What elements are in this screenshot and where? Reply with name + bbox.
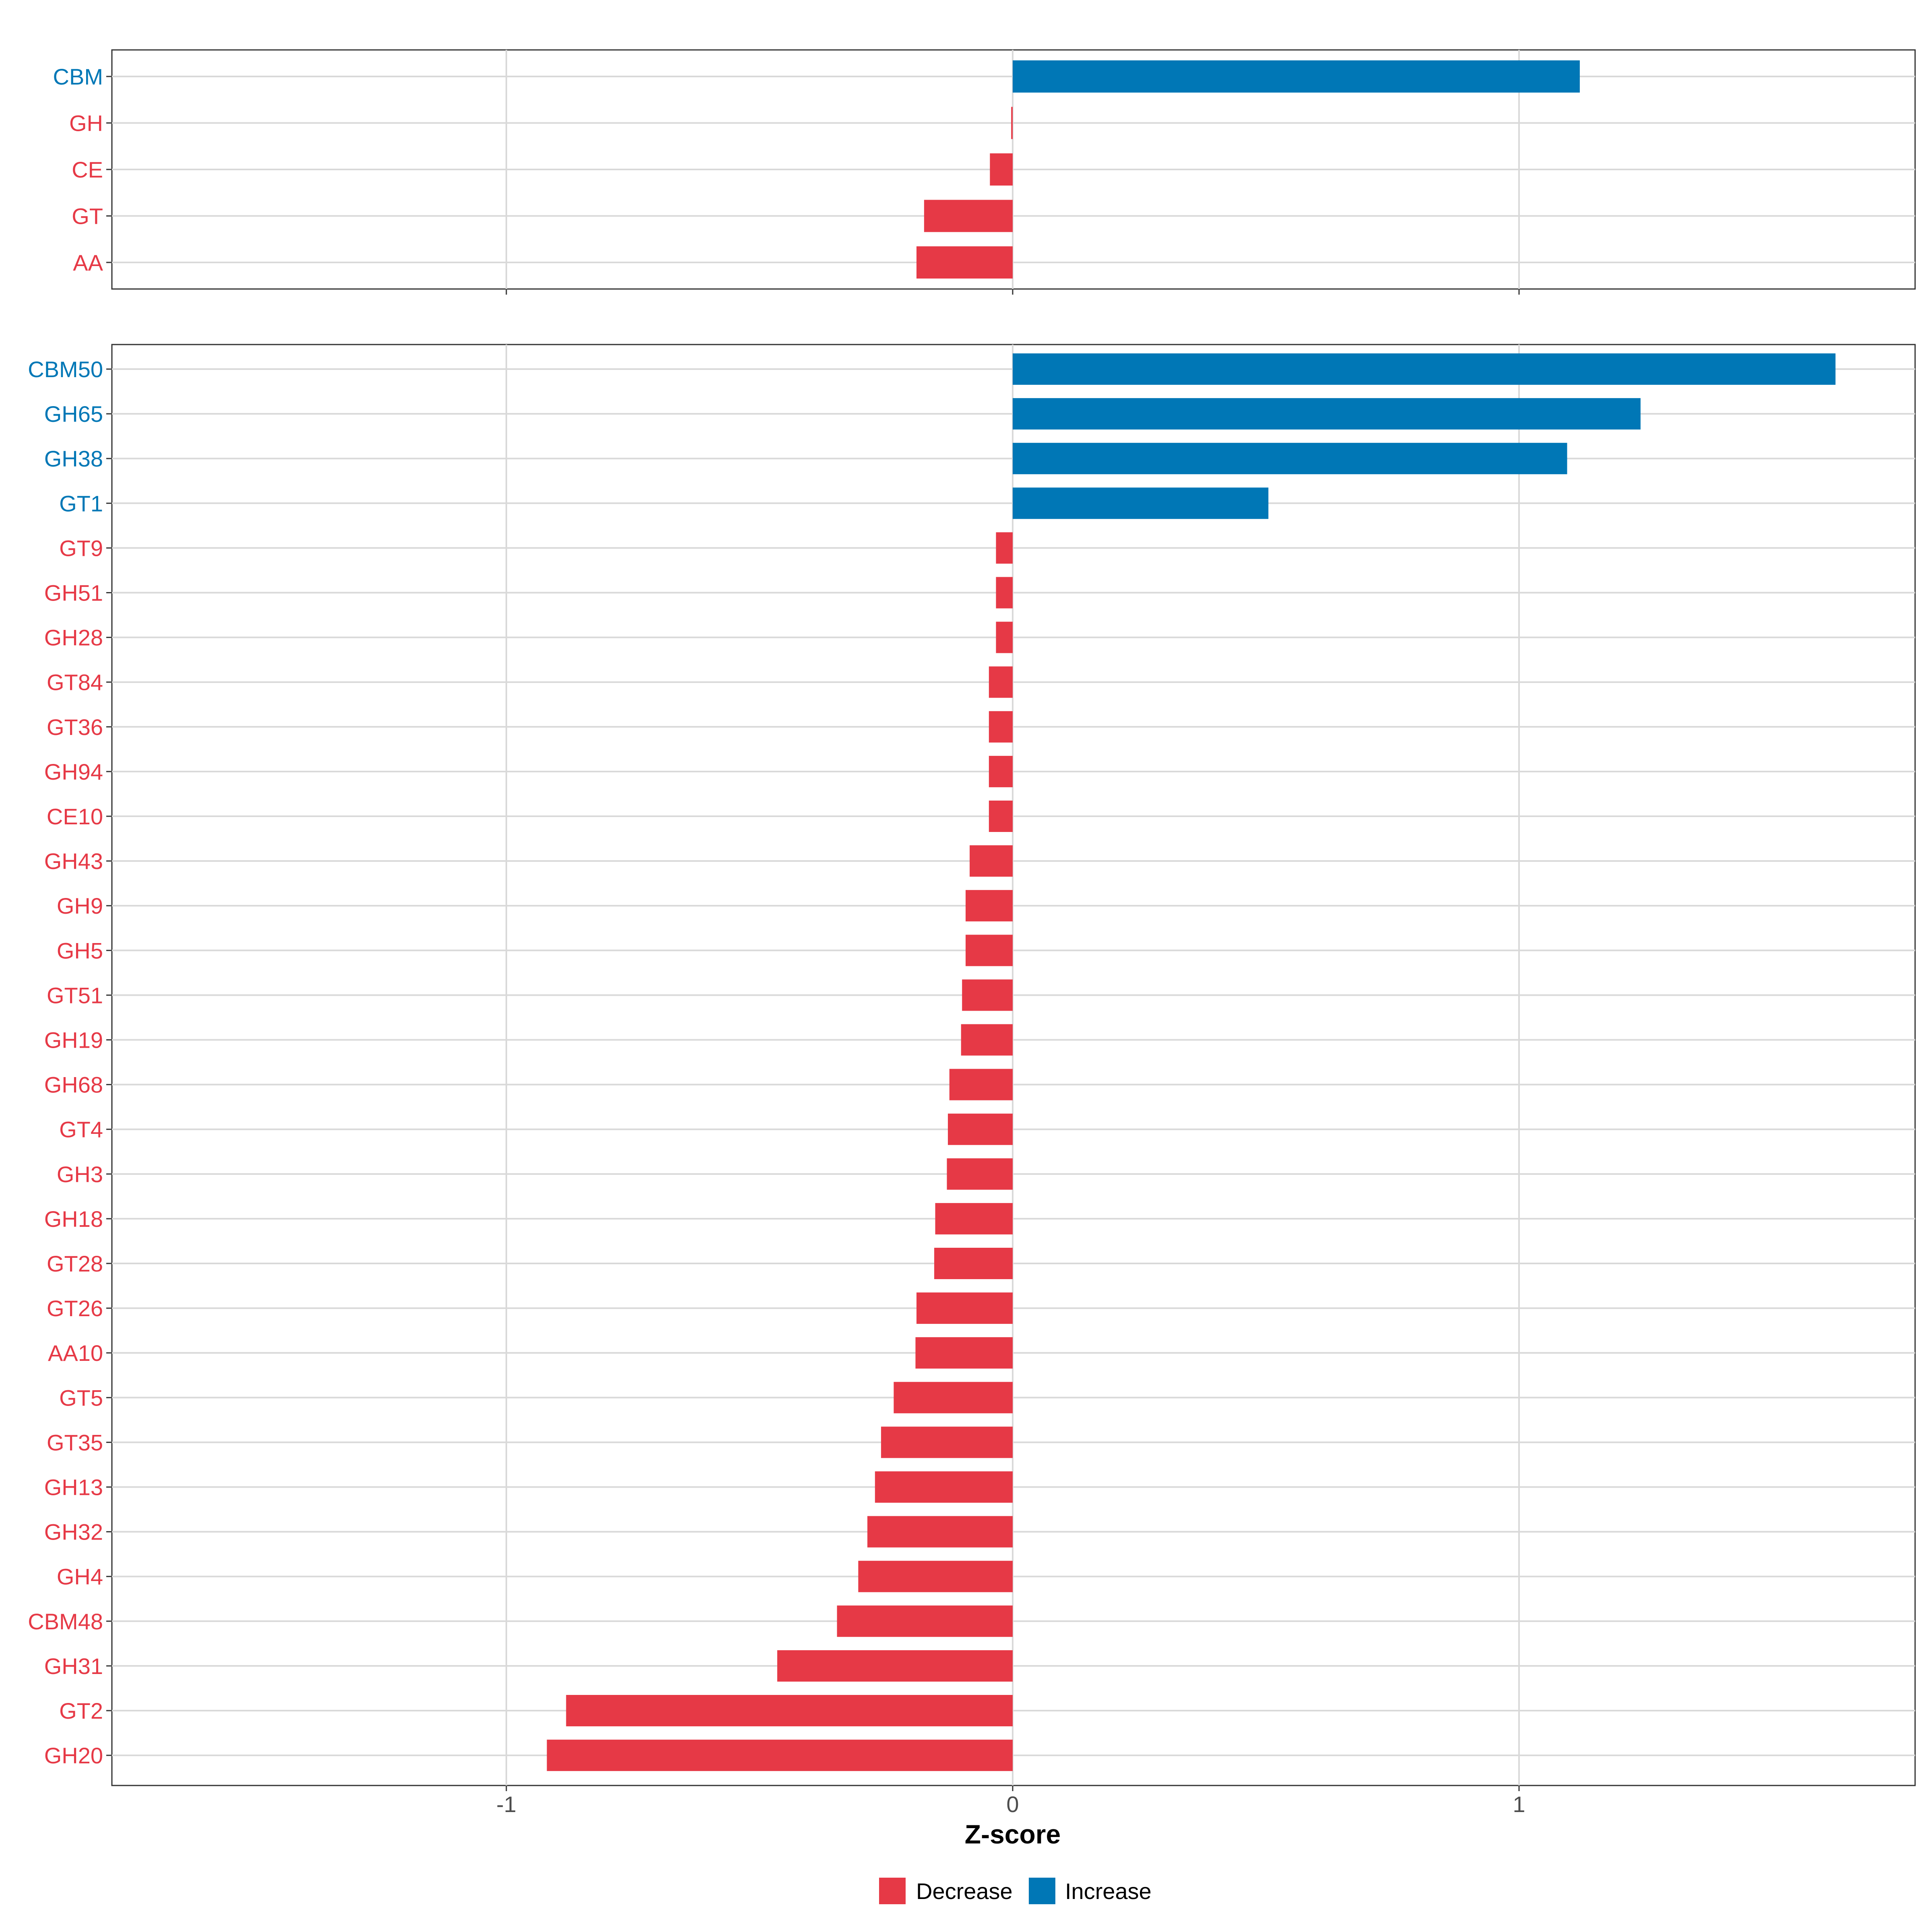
top-y-label-GT: GT [72,204,103,229]
bottom-y-label-GT51: GT51 [47,983,103,1008]
bottom-bar-GH4 [858,1560,1013,1592]
bottom-y-label-GT5: GT5 [59,1385,103,1410]
bottom-bar-GT2 [566,1695,1013,1726]
x-axis-title: Z-score [965,1819,1061,1849]
bottom-bar-GH65 [1013,398,1641,430]
bottom-bar-GT4 [947,1113,1013,1145]
bottom-bar-GH9 [966,890,1013,922]
bottom-y-label-GH18: GH18 [44,1206,103,1232]
legend-swatch-decrease [879,1878,906,1904]
bottom-y-label-GH38: GH38 [44,446,103,471]
bottom-y-label-GH5: GH5 [57,938,103,963]
bottom-bar-GH31 [777,1650,1013,1682]
legend: Decrease Increase [879,1878,1152,1904]
bottom-bar-GH43 [970,845,1013,877]
legend-label-decrease: Decrease [916,1878,1013,1904]
bottom-y-label-GH65: GH65 [44,401,103,427]
bottom-bar-GT5 [894,1382,1013,1414]
bottom-y-label-GT9: GT9 [59,535,103,561]
bottom-bar-GH19 [961,1024,1013,1056]
bottom-bar-CE10 [989,801,1013,832]
top-bar-GH [1011,107,1013,139]
legend-label-increase: Increase [1065,1878,1152,1904]
bottom-bar-GH5 [966,935,1013,966]
bottom-y-label-GH94: GH94 [44,759,103,784]
bottom-y-label-GT28: GT28 [47,1251,103,1276]
bottom-bar-AA10 [915,1337,1013,1369]
bottom-y-label-CE10: CE10 [47,804,103,829]
top-y-label-AA: AA [73,250,103,275]
bottom-y-label-GT36: GT36 [47,714,103,740]
bottom-bar-GH38 [1013,443,1567,475]
bottom-bar-GT36 [989,711,1013,743]
top-y-label-CE: CE [72,157,103,182]
bottom-y-label-GH31: GH31 [44,1653,103,1679]
bottom-y-label-GH3: GH3 [57,1162,103,1187]
bottom-bar-CBM50 [1013,353,1836,385]
bottom-y-label-GH43: GH43 [44,848,103,874]
bottom-bar-GT9 [996,532,1013,564]
bottom-bar-GH68 [949,1069,1013,1100]
bottom-bar-GT28 [934,1248,1013,1279]
bottom-y-label-GT26: GT26 [47,1296,103,1321]
bottom-y-label-CBM48: CBM48 [28,1609,103,1634]
top-y-label-CBM: CBM [53,64,103,89]
bottom-y-label-AA10: AA10 [48,1340,103,1366]
x-tick-label-neg1: -1 [496,1792,516,1817]
bottom-bar-GH18 [935,1203,1013,1234]
bottom-bar-GT26 [916,1292,1013,1324]
bottom-y-label-GT4: GT4 [59,1117,103,1142]
bottom-y-label-GH32: GH32 [44,1519,103,1545]
bottom-bar-GH28 [996,621,1013,653]
bottom-bar-GT51 [962,979,1013,1011]
bottom-bar-GH20 [547,1740,1013,1771]
bottom-y-label-GH9: GH9 [57,893,103,919]
bottom-bar-GT1 [1013,487,1269,519]
bottom-y-label-GH28: GH28 [44,625,103,650]
bottom-y-label-GH20: GH20 [44,1743,103,1768]
bottom-bar-GH32 [867,1516,1013,1548]
top-y-label-GH: GH [69,111,103,136]
bottom-y-label-GH13: GH13 [44,1475,103,1500]
bottom-y-label-GH19: GH19 [44,1028,103,1053]
bottom-y-label-GT1: GT1 [59,491,103,516]
bottom-bar-GT84 [989,666,1013,698]
bottom-y-label-GH4: GH4 [57,1564,103,1589]
bottom-y-label-GT35: GT35 [47,1430,103,1455]
bottom-bar-GH94 [989,755,1013,787]
bottom-panel: CBM50 GH65 GH38 GT1 GT9 GH51 GH28 GT84 GT36 GH94 C… [28,344,1916,1791]
bottom-y-label-GH68: GH68 [44,1072,103,1098]
top-panel: CBM GH CE GT AA [53,49,1916,295]
bottom-y-label-CBM50: CBM50 [28,357,103,382]
bottom-bar-GT35 [881,1426,1013,1458]
top-bar-CBM [1013,60,1580,93]
legend-swatch-increase [1029,1878,1055,1904]
bottom-y-label-GT2: GT2 [59,1698,103,1724]
bottom-y-label-GH51: GH51 [44,580,103,606]
bottom-bar-GH51 [996,577,1013,609]
bottom-y-label-GT84: GT84 [47,670,103,695]
x-tick-label-1: 1 [1513,1792,1525,1817]
bottom-bar-GH3 [947,1158,1013,1190]
bottom-bar-CBM48 [837,1605,1013,1637]
bottom-bar-GH13 [875,1471,1013,1503]
x-tick-label-0: 0 [1006,1792,1019,1817]
top-bar-CE [990,153,1013,186]
top-bar-GT [924,200,1013,232]
top-bar-AA [916,246,1013,279]
